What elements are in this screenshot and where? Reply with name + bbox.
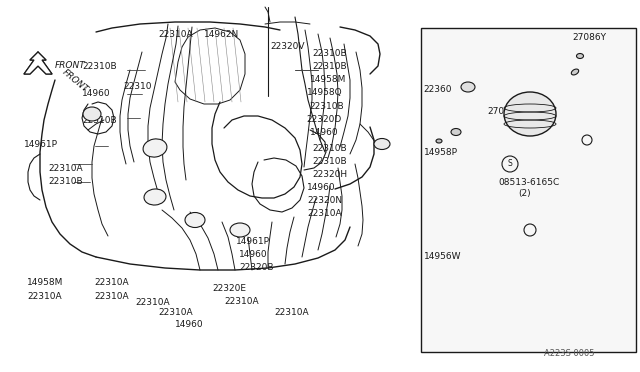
Text: S: S bbox=[508, 160, 513, 169]
Text: 22310B: 22310B bbox=[310, 102, 344, 110]
Text: 14962N: 14962N bbox=[204, 30, 239, 39]
Ellipse shape bbox=[451, 128, 461, 135]
Text: 22310A: 22310A bbox=[307, 209, 342, 218]
Text: 22320E: 22320E bbox=[212, 284, 246, 293]
Text: 27086Y: 27086Y bbox=[573, 33, 607, 42]
Text: 14958Q: 14958Q bbox=[307, 89, 343, 97]
Text: 22320D: 22320D bbox=[306, 115, 341, 124]
Text: 14958M: 14958M bbox=[310, 76, 346, 84]
Text: 14958M: 14958M bbox=[27, 278, 63, 287]
Text: FRONT: FRONT bbox=[55, 61, 86, 71]
Text: 14961P: 14961P bbox=[24, 140, 58, 149]
Ellipse shape bbox=[144, 189, 166, 205]
Text: 22310B: 22310B bbox=[312, 49, 347, 58]
Text: 22310B: 22310B bbox=[82, 116, 116, 125]
Text: 22320H: 22320H bbox=[312, 170, 348, 179]
Ellipse shape bbox=[374, 138, 390, 150]
Ellipse shape bbox=[577, 54, 584, 58]
Text: 22310B: 22310B bbox=[48, 177, 83, 186]
Text: (2): (2) bbox=[518, 189, 531, 198]
Text: 22310A: 22310A bbox=[159, 308, 193, 317]
Ellipse shape bbox=[230, 223, 250, 237]
Text: 22310B: 22310B bbox=[312, 144, 347, 153]
Text: 22310B: 22310B bbox=[312, 62, 347, 71]
Text: 14960: 14960 bbox=[310, 128, 339, 137]
Text: A223S 0005: A223S 0005 bbox=[545, 349, 595, 358]
Text: 22310A: 22310A bbox=[48, 164, 83, 173]
Ellipse shape bbox=[83, 107, 101, 121]
Text: 22310A: 22310A bbox=[136, 298, 170, 307]
Text: 14960: 14960 bbox=[307, 183, 336, 192]
Text: 22310A: 22310A bbox=[27, 292, 61, 301]
Text: 22310B: 22310B bbox=[82, 62, 116, 71]
Text: 14961P: 14961P bbox=[236, 237, 269, 246]
Ellipse shape bbox=[461, 82, 475, 92]
Text: 22310A: 22310A bbox=[224, 297, 259, 306]
Bar bbox=[421, 28, 636, 352]
Text: 14958P: 14958P bbox=[424, 148, 458, 157]
Ellipse shape bbox=[572, 69, 579, 75]
Text: FRONT: FRONT bbox=[60, 68, 90, 94]
Text: 22310A: 22310A bbox=[95, 292, 129, 301]
Text: 14960: 14960 bbox=[175, 320, 204, 329]
Text: 22310B: 22310B bbox=[312, 157, 347, 166]
Text: 22320V: 22320V bbox=[270, 42, 305, 51]
Text: 14956W: 14956W bbox=[424, 252, 461, 261]
Text: 27085Y: 27085Y bbox=[488, 107, 522, 116]
Text: 22310A: 22310A bbox=[95, 278, 129, 287]
Text: 22320B: 22320B bbox=[239, 263, 274, 272]
Ellipse shape bbox=[143, 139, 167, 157]
Text: 22320N: 22320N bbox=[307, 196, 342, 205]
Text: 22360: 22360 bbox=[424, 85, 452, 94]
Polygon shape bbox=[175, 28, 245, 104]
Polygon shape bbox=[24, 52, 52, 74]
Text: 14960: 14960 bbox=[239, 250, 268, 259]
Ellipse shape bbox=[436, 139, 442, 143]
Text: 22310A: 22310A bbox=[274, 308, 308, 317]
Text: 14960: 14960 bbox=[82, 89, 111, 98]
Ellipse shape bbox=[504, 92, 556, 136]
Ellipse shape bbox=[185, 212, 205, 228]
Text: 22310: 22310 bbox=[123, 82, 152, 91]
Text: 08513-6165C: 08513-6165C bbox=[498, 178, 559, 187]
Text: 22310A: 22310A bbox=[159, 30, 193, 39]
